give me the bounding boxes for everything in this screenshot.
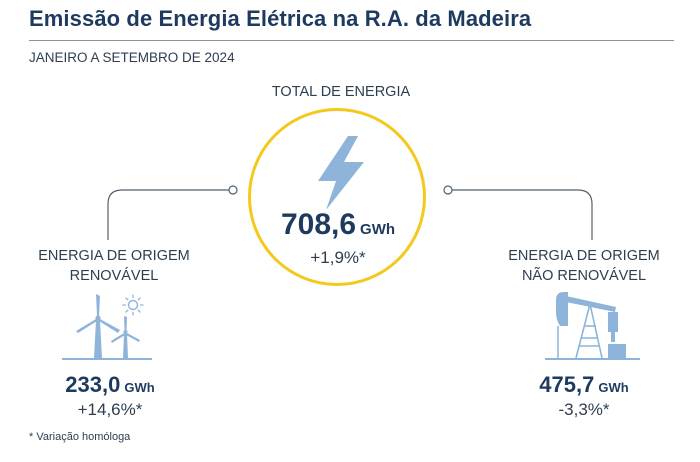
left-connector-line xyxy=(107,189,229,240)
non-renewable-number: 475,7 xyxy=(539,372,595,397)
right-connector-node xyxy=(443,185,453,195)
total-energy-value: 708,6 GWh xyxy=(238,208,438,242)
renewable-change: +14,6%* xyxy=(77,400,143,419)
renewable-number: 233,0 xyxy=(65,372,121,397)
renewable-label-line2: RENOVÁVEL xyxy=(69,268,159,284)
wind-turbines-icon xyxy=(62,294,152,360)
non-renewable-change: -3,3%* xyxy=(558,400,610,419)
left-connector-node xyxy=(228,185,238,195)
footnote: * Variação homóloga xyxy=(29,431,131,443)
non-renewable-label-line2: NÃO RENOVÁVEL xyxy=(521,268,647,284)
non-renewable-label: ENERGIA DE ORIGEM NÃO RENOVÁVEL xyxy=(484,246,684,286)
total-energy-number: 708,6 xyxy=(280,208,357,241)
non-renewable-value: 475,7 GWh xyxy=(484,372,684,398)
total-energy-label: TOTAL DE ENERGIA xyxy=(271,84,411,100)
oil-pump-icon xyxy=(545,292,640,360)
renewable-label: ENERGIA DE ORIGEM RENOVÁVEL xyxy=(14,246,214,286)
total-energy-change: +1,9%* xyxy=(310,248,366,267)
non-renewable-label-line1: ENERGIA DE ORIGEM xyxy=(508,248,660,264)
non-renewable-unit: GWh xyxy=(598,380,629,395)
title-divider xyxy=(29,40,674,41)
page-title: Emissão de Energia Elétrica na R.A. da M… xyxy=(29,6,532,31)
period-subtitle: JANEIRO A SETEMBRO DE 2024 xyxy=(29,50,235,65)
renewable-unit: GWh xyxy=(124,380,155,395)
total-energy-unit: GWh xyxy=(360,221,396,238)
total-energy-circle xyxy=(248,108,426,286)
right-connector-line xyxy=(452,189,593,240)
renewable-value: 233,0 GWh xyxy=(10,372,210,398)
renewable-label-line1: ENERGIA DE ORIGEM xyxy=(38,248,190,264)
